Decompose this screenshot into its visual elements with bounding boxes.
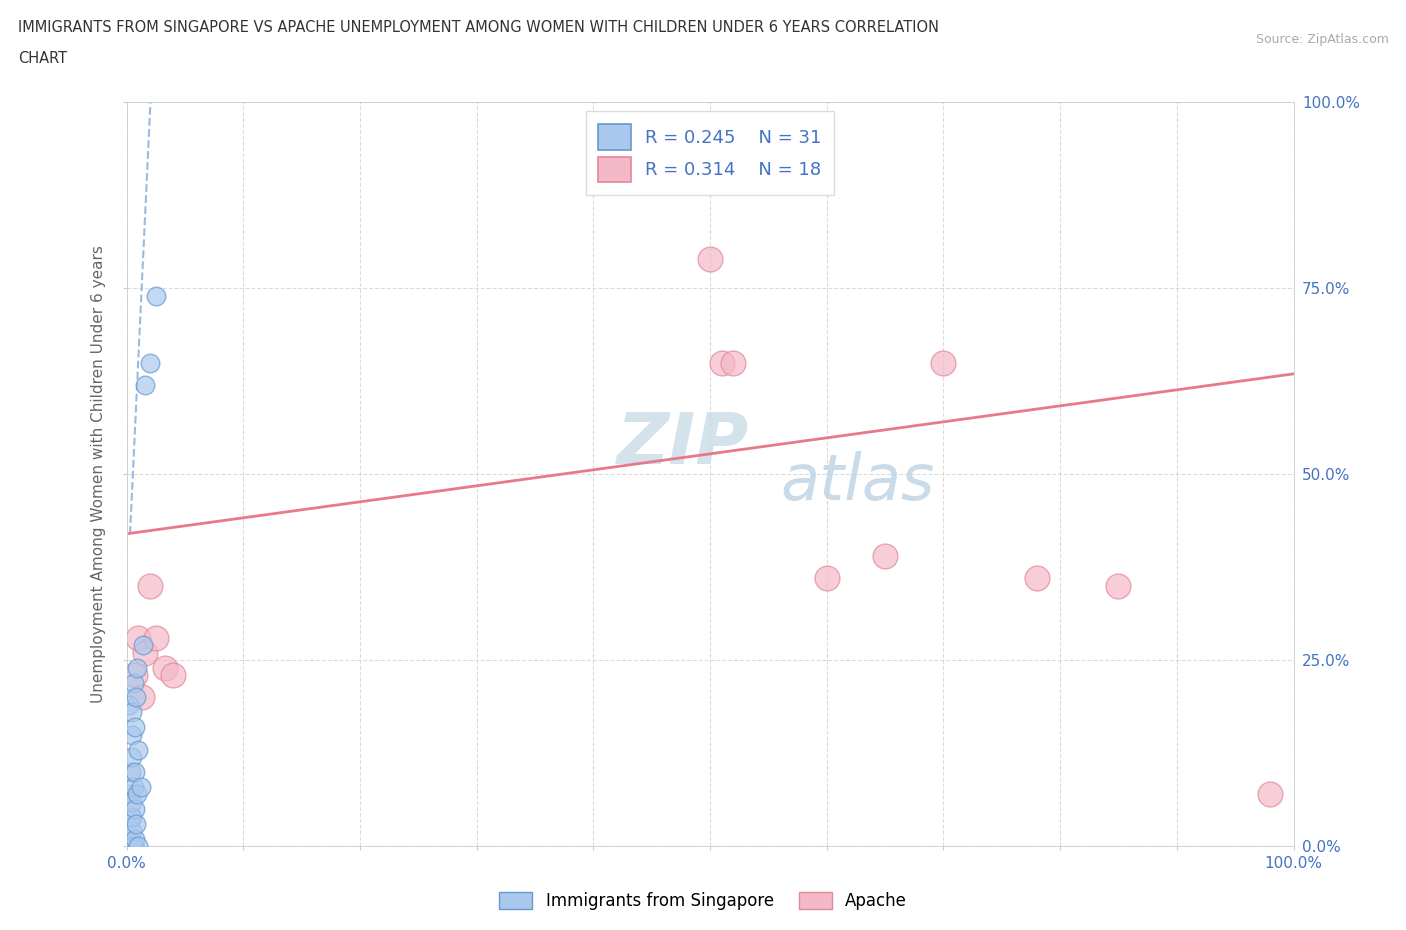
Point <box>118 787 141 802</box>
Point <box>127 839 149 854</box>
Point <box>127 742 149 757</box>
Point <box>121 794 143 809</box>
Point <box>127 631 149 645</box>
Text: atlas: atlas <box>780 451 935 512</box>
Point <box>723 355 745 370</box>
Point <box>121 824 143 839</box>
Point <box>1025 571 1047 586</box>
Point <box>134 645 156 660</box>
Y-axis label: Unemployment Among Women with Children Under 6 years: Unemployment Among Women with Children U… <box>91 246 105 703</box>
Point <box>162 668 184 683</box>
Point <box>121 750 143 764</box>
Point <box>699 251 721 266</box>
Point <box>129 779 152 794</box>
Point <box>815 571 838 586</box>
Point <box>1108 578 1130 593</box>
Point <box>124 831 146 846</box>
Point <box>1258 787 1281 802</box>
Point <box>120 809 142 824</box>
Point <box>145 288 167 303</box>
Point <box>122 839 145 854</box>
Point <box>120 764 142 779</box>
Point <box>120 839 142 854</box>
Point <box>932 355 955 370</box>
Point <box>120 839 142 854</box>
Text: CHART: CHART <box>18 51 67 66</box>
Point <box>131 690 153 705</box>
Point <box>125 787 148 802</box>
Point <box>139 355 162 370</box>
Point <box>124 668 146 683</box>
Point <box>122 779 145 794</box>
Text: IMMIGRANTS FROM SINGAPORE VS APACHE UNEMPLOYMENT AMONG WOMEN WITH CHILDREN UNDER: IMMIGRANTS FROM SINGAPORE VS APACHE UNEM… <box>18 20 939 35</box>
Point <box>125 690 148 705</box>
Point <box>710 355 733 370</box>
Legend: R = 0.245    N = 31, R = 0.314    N = 18: R = 0.245 N = 31, R = 0.314 N = 18 <box>586 112 834 195</box>
Point <box>134 378 156 392</box>
Point <box>125 660 148 675</box>
Text: ZIP: ZIP <box>617 410 749 479</box>
Text: Source: ZipAtlas.com: Source: ZipAtlas.com <box>1256 33 1389 46</box>
Point <box>122 675 145 690</box>
Point <box>121 705 143 720</box>
Point <box>118 839 141 854</box>
Point <box>124 802 146 817</box>
Point <box>875 549 897 564</box>
Point <box>121 839 143 854</box>
Point <box>132 638 155 653</box>
Point <box>121 809 143 824</box>
Point <box>139 578 162 593</box>
Point <box>125 817 148 831</box>
Point <box>124 764 146 779</box>
Point <box>153 660 176 675</box>
Point <box>145 631 167 645</box>
Legend: Immigrants from Singapore, Apache: Immigrants from Singapore, Apache <box>492 885 914 917</box>
Point <box>121 727 143 742</box>
Point <box>124 720 146 735</box>
Point <box>118 698 141 712</box>
